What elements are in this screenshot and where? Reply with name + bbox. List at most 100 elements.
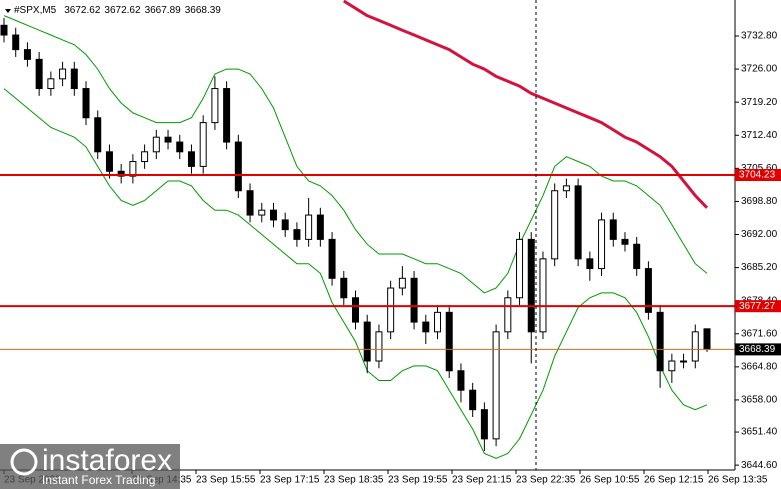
- candle-body: [152, 136, 160, 153]
- candle-body: [363, 321, 371, 362]
- y-tick-label: 3698.80: [741, 196, 778, 207]
- candle-body: [129, 161, 137, 177]
- candle-body: [82, 88, 90, 119]
- candle-body: [305, 214, 313, 240]
- candle-body: [469, 389, 477, 411]
- candle-body: [94, 117, 102, 153]
- y-tick-label: 3732.80: [741, 31, 778, 42]
- candle-body: [691, 331, 699, 362]
- candle-body: [527, 238, 535, 333]
- candle-body: [434, 311, 442, 333]
- candle-body: [598, 219, 606, 270]
- candle-body: [609, 219, 617, 240]
- chart-header: #SPX,M5 3672.62 3672.62 3667.89 3668.39: [14, 5, 221, 16]
- candle-body: [35, 58, 43, 90]
- x-tick-label: 26 Sep 12:15: [644, 475, 704, 486]
- candle-body: [293, 229, 301, 240]
- candle-body: [70, 68, 78, 90]
- candle-body: [176, 141, 184, 153]
- x-tick-label: 23 Sep 21:15: [452, 475, 512, 486]
- y-tick-label: 3712.40: [741, 130, 778, 141]
- y-tick-label: 3719.20: [741, 97, 778, 108]
- current-price-label: 3668.39: [739, 344, 776, 355]
- watermark-brand: instaforex: [42, 444, 172, 477]
- candle-body: [234, 141, 242, 192]
- watermark: instaforex Instant Forex Trading: [0, 444, 180, 489]
- candle-body: [398, 277, 406, 289]
- candle-body: [668, 360, 676, 372]
- level-tag: [735, 300, 781, 313]
- candle-body: [352, 297, 359, 323]
- candle-body: [223, 88, 231, 143]
- x-tick-label: 23 Sep 19:55: [388, 475, 448, 486]
- candle-body: [410, 277, 418, 323]
- candle-body: [621, 238, 629, 245]
- symbol: #SPX,M5: [14, 5, 57, 16]
- candle-body: [633, 243, 641, 270]
- header-low: 3667.89: [145, 5, 182, 16]
- x-tick-label: 23 Sep 18:35: [324, 475, 384, 486]
- y-tick-label: 3658.00: [741, 395, 778, 406]
- watermark-tagline: Instant Forex Trading: [42, 473, 155, 487]
- candle-body: [105, 151, 113, 172]
- y-tick-label: 3726.00: [741, 64, 778, 75]
- candle-body: [504, 297, 512, 333]
- header-close: 3668.39: [185, 5, 222, 16]
- header-high: 3672.62: [104, 5, 141, 16]
- plot-area: [0, 0, 735, 459]
- candle-body: [258, 209, 266, 216]
- candle-body: [387, 287, 395, 333]
- candle-body: [187, 151, 195, 167]
- candle-body: [703, 328, 711, 350]
- candle-body: [422, 321, 430, 333]
- candle-body: [492, 331, 500, 440]
- candle-body: [516, 238, 524, 299]
- candle-body: [281, 219, 289, 231]
- candle-body: [340, 277, 348, 299]
- indicator-line: [3, 88, 708, 459]
- current-price-tag: [735, 343, 781, 356]
- x-tick-label: 23 Sep 22:35: [516, 475, 576, 486]
- candle-body: [59, 68, 67, 80]
- candle-body: [199, 122, 207, 167]
- candle-body: [0, 24, 8, 36]
- level-tag: [735, 169, 781, 182]
- candle-body: [141, 151, 149, 163]
- candle-body: [246, 190, 254, 216]
- level-tag-label: 3704.23: [739, 170, 776, 181]
- candle-body: [644, 268, 652, 313]
- y-tick-label: 3644.60: [741, 460, 778, 471]
- candle-body: [47, 78, 55, 90]
- header-open: 3672.62: [64, 5, 101, 16]
- x-tick-label: 23 Sep 15:55: [196, 475, 256, 486]
- indicator-line: [3, 15, 708, 294]
- x-tick-label: 23 Sep 17:15: [260, 475, 320, 486]
- level-tag-label: 3677.27: [739, 301, 776, 312]
- x-tick-label: 26 Sep 10:55: [580, 475, 640, 486]
- candle-body: [586, 258, 594, 270]
- candle-body: [12, 34, 20, 51]
- header-icon: [5, 9, 11, 13]
- y-tick-label: 3671.60: [741, 328, 778, 339]
- candle-body: [328, 238, 336, 279]
- candle-body: [680, 360, 688, 363]
- candle-body: [375, 331, 383, 362]
- candle-body: [164, 136, 172, 143]
- x-tick-label: 26 Sep 13:35: [708, 475, 768, 486]
- candle-body: [574, 185, 582, 260]
- candle-body: [445, 311, 453, 372]
- watermark-logo: [10, 448, 38, 476]
- candle-body: [23, 49, 31, 60]
- candle-body: [551, 190, 559, 260]
- y-tick-label: 3651.40: [741, 427, 778, 438]
- candle-body: [539, 258, 547, 333]
- candle-body: [656, 311, 664, 372]
- y-tick-label: 3664.80: [741, 361, 778, 372]
- y-tick-label: 3685.20: [741, 262, 778, 273]
- candle-body: [562, 185, 570, 192]
- candle-body: [457, 370, 465, 391]
- candle-body: [117, 170, 125, 177]
- candle-body: [316, 214, 324, 240]
